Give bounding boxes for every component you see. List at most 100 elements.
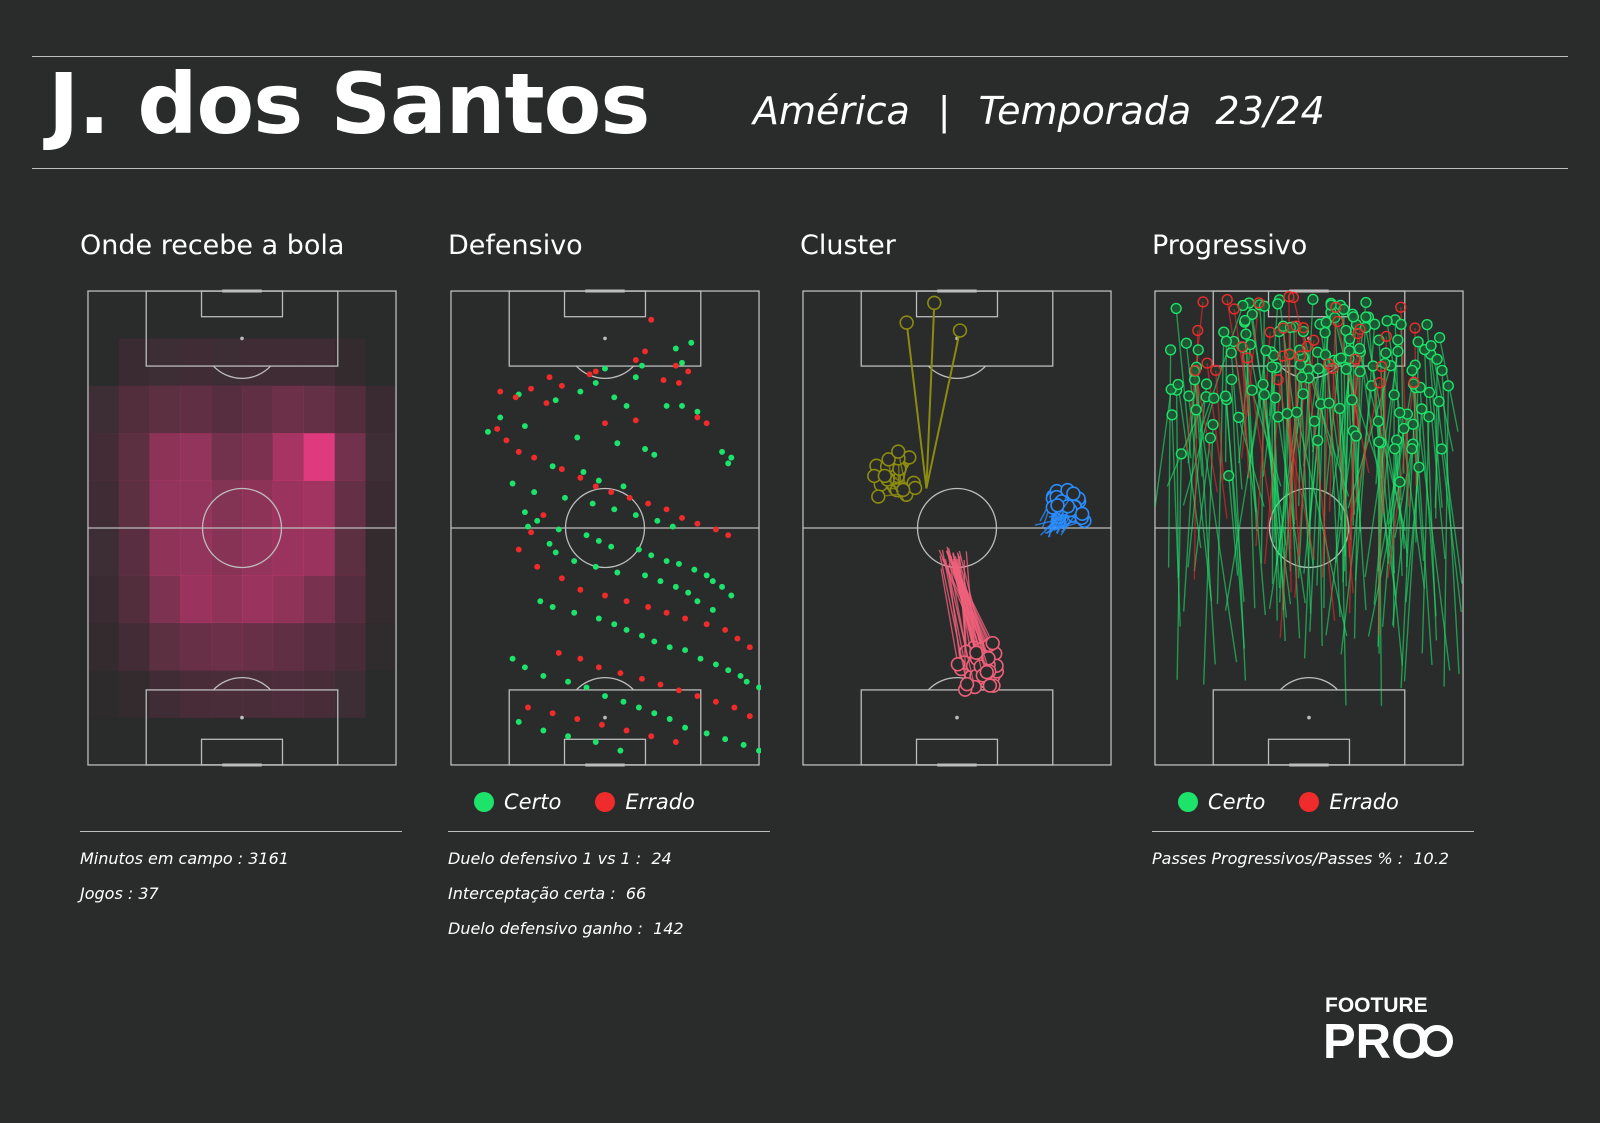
success-point <box>552 397 559 404</box>
success-point <box>1272 298 1284 310</box>
success-point <box>1381 315 1393 327</box>
success-point <box>1431 353 1443 365</box>
success-point <box>651 710 658 717</box>
heatmap-stat-rule <box>80 831 402 832</box>
penalty-spot-top <box>603 336 607 341</box>
fail-point <box>1236 341 1248 353</box>
heatmap-cell <box>272 670 304 718</box>
cluster-point <box>1074 506 1090 522</box>
success-point <box>1246 308 1258 321</box>
logo-text-top: FOOTURE <box>1325 994 1428 1017</box>
success-point <box>675 560 682 567</box>
success-point <box>1219 390 1232 402</box>
penalty-arc-bottom <box>1279 677 1339 691</box>
success-point <box>1175 448 1187 460</box>
heatmap-cell <box>118 670 150 718</box>
fail-point <box>574 716 581 722</box>
fail-point <box>549 710 556 717</box>
success-point <box>1360 296 1372 309</box>
fail-point <box>515 546 522 553</box>
success-point <box>1372 415 1384 427</box>
cluster-pass <box>954 566 994 644</box>
success-point <box>1373 436 1385 448</box>
stat-row: Interceptação certa : 66 <box>448 884 647 903</box>
team-name: América <box>753 89 910 133</box>
success-point <box>1220 335 1232 347</box>
success-point <box>580 469 587 475</box>
success-point <box>509 480 516 487</box>
success-point <box>1239 314 1251 327</box>
fail-point <box>1210 364 1222 377</box>
success-point <box>1200 378 1213 390</box>
fail-point <box>694 693 701 699</box>
defensive-title: Defensivo <box>448 230 583 261</box>
penalty-box-top <box>508 290 702 367</box>
cluster-pass <box>925 330 961 489</box>
fail-point <box>645 500 652 507</box>
stat-value: 66 <box>625 884 647 903</box>
success-point <box>509 655 516 662</box>
heatmap-cell <box>180 338 212 387</box>
success-pass <box>1199 305 1244 433</box>
fail-point <box>1308 334 1320 346</box>
heatmap-cell <box>365 623 396 671</box>
progressive-pitch <box>1154 289 1464 767</box>
success-point <box>728 592 735 599</box>
success-point <box>620 698 627 705</box>
success-point <box>1180 337 1193 349</box>
top-rule <box>32 56 1568 57</box>
heatmap-cell <box>211 338 243 387</box>
success-point <box>1435 443 1448 455</box>
fail-point <box>648 316 655 323</box>
fail-point <box>617 670 624 677</box>
success-point <box>1367 360 1379 372</box>
success-point <box>546 540 553 547</box>
success-point <box>651 451 658 458</box>
success-pass <box>1154 389 1172 507</box>
success-point <box>756 747 761 754</box>
fail-point <box>1197 296 1209 308</box>
fail-point <box>1332 315 1344 328</box>
success-pass <box>1353 371 1361 639</box>
stat-value: 142 <box>653 919 684 938</box>
cluster-pass <box>944 558 976 688</box>
success-pass <box>1303 421 1316 659</box>
fail-point <box>1352 327 1364 340</box>
fail-pass <box>1206 363 1228 519</box>
heatmap-cell <box>211 433 243 481</box>
heatmap-cell <box>365 385 397 434</box>
heatmap-cell <box>365 575 397 624</box>
progressive-stats: Passes Progressivos/Passes % : 10.2 <box>1152 849 1449 884</box>
success-pass <box>1356 316 1367 480</box>
success-point <box>1183 390 1195 402</box>
fail-point <box>577 655 584 662</box>
heatmap-cell <box>118 528 150 576</box>
success-pass <box>1193 437 1212 572</box>
heatmap-cell <box>87 622 120 671</box>
success-pass <box>1367 481 1401 637</box>
heatmap-cell <box>118 433 150 481</box>
cluster-pass <box>905 322 928 489</box>
success-point <box>1172 378 1184 391</box>
stat-row: Duelo defensivo ganho : 142 <box>448 919 684 938</box>
heatmap-cell <box>303 670 335 718</box>
success-point <box>635 704 642 711</box>
heatmap-cell <box>242 480 274 529</box>
success-point <box>521 664 528 671</box>
legend-success-label: Certo <box>504 790 562 814</box>
success-point <box>709 578 716 585</box>
success-point <box>589 500 596 507</box>
stat-value: 10.2 <box>1413 849 1449 868</box>
fail-point <box>746 644 753 651</box>
success-point <box>549 604 556 610</box>
six-yard-box-bottom <box>1267 738 1351 766</box>
progressive-legend: Certo Errado <box>1178 790 1433 814</box>
six-yard-box-bottom <box>915 738 999 766</box>
success-point <box>571 609 578 616</box>
success-point <box>1392 345 1404 357</box>
success-pass <box>1421 416 1430 654</box>
heatmap-cell <box>242 528 274 576</box>
penalty-spot-bottom <box>603 715 607 720</box>
heatmap-cell <box>149 480 181 529</box>
success-pass <box>1340 358 1346 557</box>
